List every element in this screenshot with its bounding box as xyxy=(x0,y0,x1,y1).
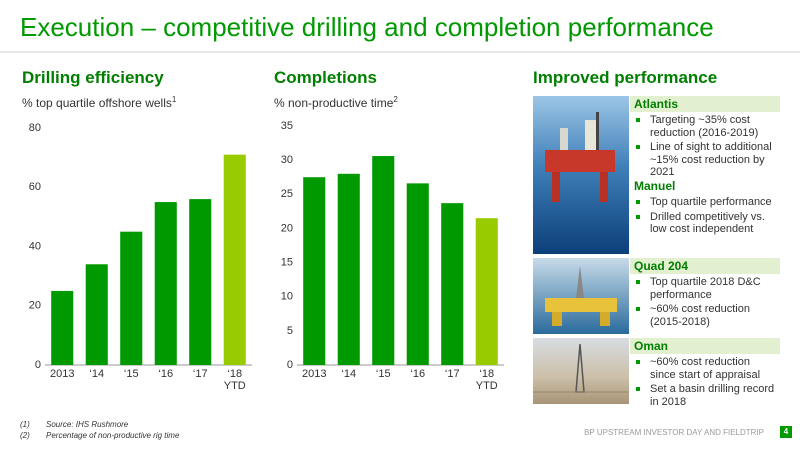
bullet-list: Top quartile 2018 D&C performance ~60% co… xyxy=(630,276,776,330)
y-tick-label: 15 xyxy=(281,256,293,268)
section-heading: Atlantis xyxy=(630,96,780,112)
subtitle-note: 1 xyxy=(171,95,177,104)
bar xyxy=(223,154,246,365)
y-tick-label: 80 xyxy=(29,122,41,134)
y-tick-label: 25 xyxy=(281,188,293,200)
x-tick-label: ‘14 xyxy=(89,368,105,380)
bullet: ~60% cost reduction since start of appra… xyxy=(630,356,776,381)
x-tick-label: ‘18 YTD xyxy=(223,368,246,392)
y-tick-label: 20 xyxy=(281,222,293,234)
footnote-text: Percentage of non-productive rig time xyxy=(46,431,180,440)
rig-atlantis xyxy=(545,112,615,202)
y-tick-label: 10 xyxy=(281,291,293,303)
bullet: Set a basin drilling record in 2018 xyxy=(630,383,776,408)
section-heading: Oman xyxy=(630,338,780,354)
y-tick-label: 5 xyxy=(287,325,293,337)
y-tick-label: 40 xyxy=(29,240,41,252)
chart-subtitle: % top quartile offshore wells1 xyxy=(22,95,176,110)
x-tick-label: ‘16 xyxy=(158,368,174,380)
bullet: Top quartile performance xyxy=(630,196,776,209)
bar xyxy=(337,173,360,365)
x-tick-label: ‘17 xyxy=(444,368,460,380)
footer-text: BP UPSTREAM INVESTOR DAY AND FIELDTRIP xyxy=(584,428,764,437)
bullet-list: ~60% cost reduction since start of appra… xyxy=(630,356,776,410)
y-tick-label: 0 xyxy=(35,359,41,371)
y-tick-label: 0 xyxy=(287,359,293,371)
x-tick-label: 2013 xyxy=(50,368,75,380)
x-tick-label: ‘17 xyxy=(192,368,208,380)
footnote: (1) Source: IHS Rushmore xyxy=(20,420,128,429)
y-tick-label: 35 xyxy=(281,120,293,132)
bar xyxy=(189,199,212,365)
bullet: ~60% cost reduction (2015-2018) xyxy=(630,303,776,328)
bar xyxy=(475,218,498,365)
x-tick-label: ‘18 YTD xyxy=(475,368,498,392)
bullet: Line of sight to additional ~15% cost re… xyxy=(630,141,776,179)
bar xyxy=(120,231,143,365)
footnote-marker: (2) xyxy=(20,431,30,440)
bar xyxy=(441,203,464,365)
footnote-marker: (1) xyxy=(20,420,30,429)
bullet: Drilled competitively vs. low cost indep… xyxy=(630,211,776,236)
rig-quad204 xyxy=(545,266,617,326)
bar xyxy=(85,264,108,365)
bar xyxy=(372,156,395,365)
bar xyxy=(303,177,326,365)
bullet-list: Targeting ~35% cost reduction (2016-2019… xyxy=(630,114,776,181)
footnote: (2) Percentage of non-productive rig time xyxy=(20,431,179,440)
bar xyxy=(154,202,177,365)
x-tick-label: 2013 xyxy=(302,368,327,380)
panel-title: Improved performance xyxy=(533,68,718,87)
bar xyxy=(51,290,74,365)
y-tick-label: 30 xyxy=(281,154,293,166)
bullet: Top quartile 2018 D&C performance xyxy=(630,276,776,301)
page-number: 4 xyxy=(780,426,792,438)
photo-atlantis xyxy=(533,96,629,254)
section-heading: Quad 204 xyxy=(630,258,780,274)
subtitle-text: % non-productive time xyxy=(274,96,394,110)
x-tick-label: ‘16 xyxy=(410,368,426,380)
subtitle-note: 2 xyxy=(393,95,398,104)
bullet-list: Top quartile performance Drilled competit… xyxy=(630,196,776,238)
chart-title: Drilling efficiency xyxy=(22,68,164,87)
bar xyxy=(406,183,429,365)
slide-title: Execution – competitive drilling and com… xyxy=(20,12,714,42)
footnote-text: Source: IHS Rushmore xyxy=(46,420,129,429)
y-tick-label: 20 xyxy=(29,300,41,312)
x-tick-label: ‘15 xyxy=(123,368,139,380)
y-tick-label: 60 xyxy=(29,181,41,193)
x-tick-label: ‘15 xyxy=(375,368,391,380)
x-tick-label: ‘14 xyxy=(341,368,357,380)
section-heading: Manuel xyxy=(634,179,676,193)
subtitle-text: % top quartile offshore wells xyxy=(22,96,172,110)
chart-subtitle: % non-productive time2 xyxy=(274,95,398,110)
chart-title: Completions xyxy=(274,68,377,87)
bullet: Targeting ~35% cost reduction (2016-2019… xyxy=(630,114,776,139)
